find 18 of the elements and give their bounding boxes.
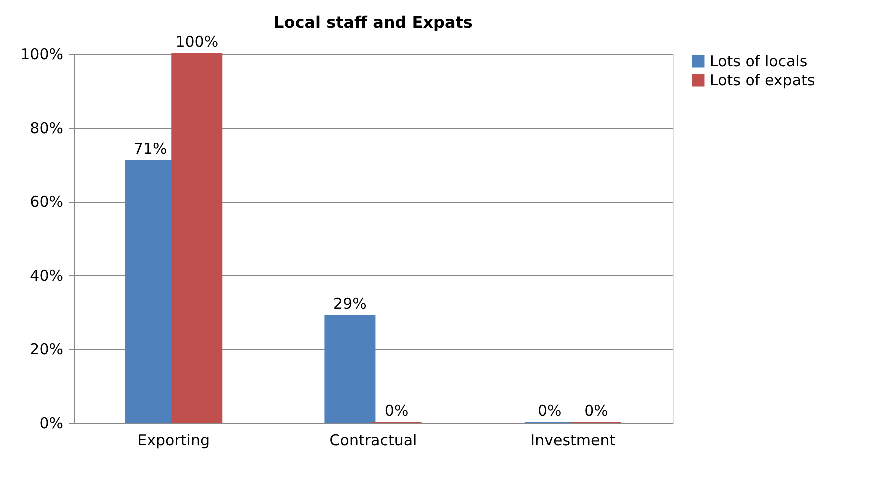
data-label: 0% xyxy=(538,402,562,420)
y-tick-label: 100% xyxy=(20,46,64,64)
y-tick-label: 20% xyxy=(30,340,64,359)
legend-label: Lots of expats xyxy=(710,72,816,90)
y-tick-label: 40% xyxy=(30,266,64,285)
data-label: 100% xyxy=(176,33,219,51)
x-tick-label: Investment xyxy=(530,432,616,450)
legend-label: Lots of locals xyxy=(710,52,808,70)
x-tick-label: Contractual xyxy=(330,432,418,450)
chart-title: Local staff and Expats xyxy=(274,13,473,32)
y-tick-label: 80% xyxy=(30,119,64,138)
x-tick-label: Exporting xyxy=(138,432,210,450)
data-label: 0% xyxy=(384,402,409,420)
data-label: 0% xyxy=(584,402,608,420)
data-label: 71% xyxy=(134,140,168,158)
data-label: 29% xyxy=(334,294,367,313)
y-tick-label: 60% xyxy=(30,193,64,212)
y-tick-label: 0% xyxy=(40,414,64,432)
